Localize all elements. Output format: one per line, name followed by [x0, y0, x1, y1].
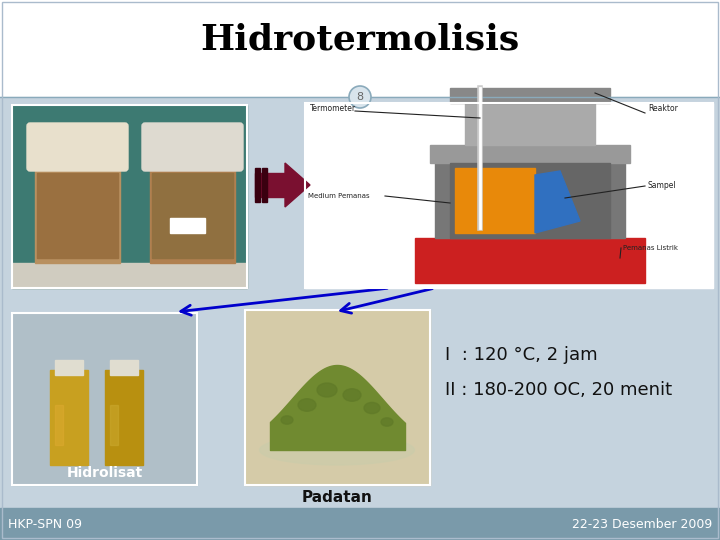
Text: Reaktor: Reaktor — [648, 104, 678, 113]
Text: Medium Pemanas: Medium Pemanas — [308, 193, 369, 199]
Polygon shape — [285, 163, 310, 207]
Bar — [50, 370, 88, 465]
Bar — [12, 313, 197, 485]
Bar — [35, 153, 120, 263]
Text: Padatan: Padatan — [302, 489, 373, 504]
Bar — [0, 0, 720, 100]
Bar — [12, 313, 197, 485]
Bar — [110, 360, 138, 375]
Text: 22-23 Desember 2009: 22-23 Desember 2009 — [572, 517, 712, 530]
Ellipse shape — [364, 402, 380, 414]
Bar — [0, 508, 720, 540]
Bar — [170, 218, 205, 233]
Text: II : 180-200 OC, 20 menit: II : 180-200 OC, 20 menit — [445, 381, 672, 399]
Bar — [262, 168, 267, 202]
Ellipse shape — [381, 418, 393, 426]
Circle shape — [349, 86, 371, 108]
Bar — [12, 105, 247, 288]
FancyBboxPatch shape — [142, 123, 243, 171]
Text: Hidrolisat: Hidrolisat — [66, 466, 143, 480]
Text: Pemanas Listrik: Pemanas Listrik — [623, 245, 678, 251]
Bar — [110, 405, 118, 445]
Bar — [465, 103, 595, 145]
Bar — [152, 173, 233, 258]
Polygon shape — [535, 171, 580, 233]
Bar — [305, 103, 713, 288]
Ellipse shape — [317, 383, 337, 397]
Bar — [150, 153, 235, 263]
Text: 8: 8 — [356, 92, 364, 102]
Ellipse shape — [298, 399, 316, 411]
Bar — [55, 405, 63, 445]
FancyBboxPatch shape — [27, 123, 128, 171]
Bar — [255, 173, 285, 197]
Bar — [0, 97, 720, 508]
Text: HKP-SPN 09: HKP-SPN 09 — [8, 517, 82, 530]
Bar — [415, 238, 645, 283]
Bar — [255, 168, 260, 202]
Bar — [305, 103, 713, 288]
Bar — [12, 263, 247, 288]
Ellipse shape — [343, 389, 361, 401]
Ellipse shape — [281, 416, 293, 424]
Bar — [12, 105, 247, 288]
Bar — [455, 168, 535, 233]
Bar — [435, 163, 625, 238]
Bar — [245, 310, 430, 485]
Text: Hidrotermolisis: Hidrotermolisis — [200, 23, 520, 57]
Ellipse shape — [259, 435, 415, 465]
Bar — [105, 370, 143, 465]
Bar — [55, 360, 83, 375]
Bar — [430, 145, 630, 163]
Bar — [450, 163, 610, 238]
Bar — [37, 173, 118, 258]
Text: Termometer: Termometer — [310, 104, 356, 113]
Bar — [245, 310, 430, 485]
Text: I  : 120 °C, 2 jam: I : 120 °C, 2 jam — [445, 346, 598, 364]
Text: Sampel: Sampel — [648, 181, 677, 190]
Bar — [450, 88, 610, 103]
